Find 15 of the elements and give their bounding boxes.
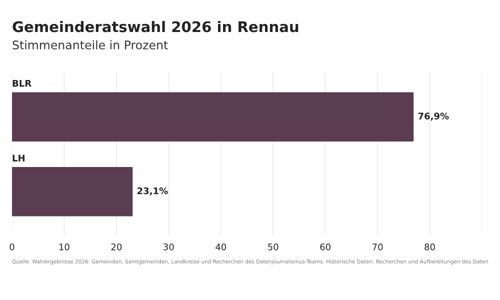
x-tick-label: 40 — [216, 243, 226, 250]
data-label: 23,1% — [138, 187, 168, 196]
x-tick-label: 50 — [268, 243, 278, 250]
x-tick-label: 80 — [424, 243, 435, 250]
x-tick-label: 10 — [59, 243, 70, 250]
x-tick-label: 30 — [164, 243, 174, 250]
x-tick-label: 20 — [111, 243, 122, 250]
data-label: 76,9% — [418, 112, 449, 121]
x-tick-label: 60 — [320, 243, 330, 250]
chart-subtitle: Stimmenanteile in Prozent — [12, 40, 168, 50]
y-tick-label: LH — [12, 154, 24, 162]
x-tick-label: 0 — [10, 243, 14, 250]
y-tick-label: BLR — [12, 80, 32, 87]
x-tick-label: 70 — [372, 243, 383, 250]
chart-title: Gemeinderatswahl 2026 in Rennau — [12, 20, 298, 32]
